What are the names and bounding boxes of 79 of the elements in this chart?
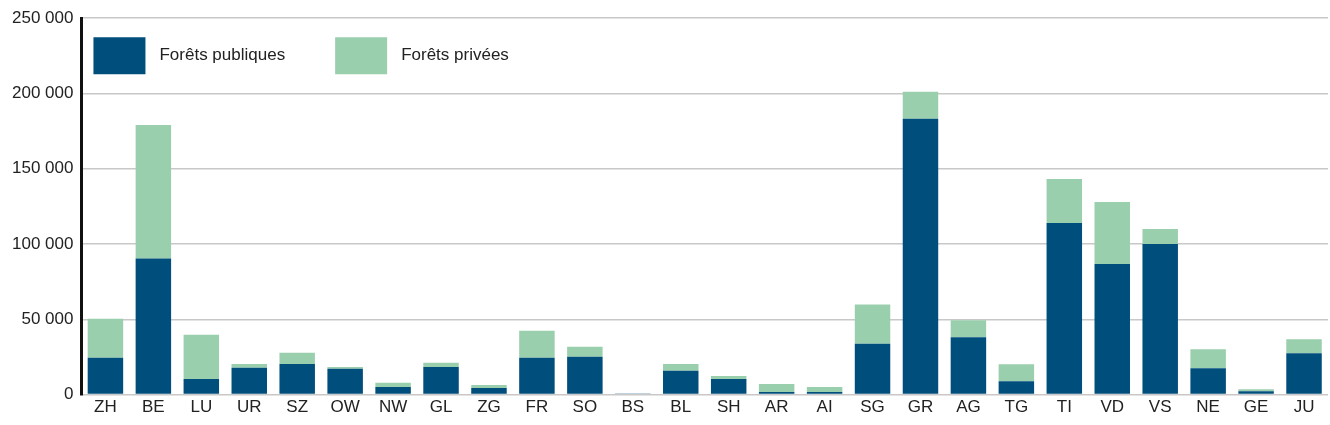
bar	[87, 357, 124, 394]
x-tick-label: OW	[330, 397, 360, 417]
bar	[1046, 179, 1083, 223]
bar	[423, 366, 459, 394]
bar	[902, 118, 939, 394]
bar	[183, 378, 220, 394]
x-tick-label: SO	[572, 397, 598, 417]
bar	[375, 382, 411, 387]
bar	[279, 363, 315, 394]
x-tick-label: VS	[1148, 397, 1172, 417]
bar	[1046, 222, 1083, 394]
bar	[327, 368, 363, 394]
x-tick-label: BS	[621, 397, 645, 417]
x-tick-label: ZG	[477, 397, 501, 417]
bar	[423, 362, 459, 367]
bar	[471, 387, 507, 394]
x-tick-label: JU	[1293, 397, 1315, 417]
y-tick-label: 250 000	[12, 7, 74, 27]
bar	[854, 304, 891, 344]
bar	[519, 330, 555, 358]
bar	[663, 363, 699, 371]
x-tick-label: GL	[429, 397, 453, 417]
legend-label: Forêts privées	[401, 45, 509, 65]
x-tick-label: NW	[378, 397, 408, 417]
x-tick-label: BE	[142, 397, 165, 417]
bar	[1190, 349, 1226, 369]
bar	[806, 386, 843, 392]
bar	[950, 337, 987, 394]
bar	[231, 363, 267, 368]
x-tick-label: UR	[236, 397, 262, 417]
bar	[1286, 339, 1322, 354]
bar	[1142, 244, 1178, 394]
bar	[1190, 368, 1226, 394]
bar	[710, 375, 747, 379]
x-tick-label: ZH	[94, 397, 117, 417]
bar	[183, 334, 220, 379]
bar	[950, 320, 987, 338]
y-tick-label: 150 000	[12, 158, 74, 178]
x-tick-label: SH	[716, 397, 741, 417]
x-tick-label: GE	[1243, 397, 1269, 417]
bar	[1142, 228, 1178, 245]
bar	[375, 386, 411, 394]
bar	[710, 378, 747, 394]
y-tick-label: 50 000	[21, 309, 74, 329]
bar	[998, 381, 1035, 394]
x-tick-label: GR	[907, 397, 934, 417]
y-tick-label: 100 000	[12, 233, 74, 253]
legend-label: Forêts publiques	[159, 45, 286, 65]
bar	[279, 352, 315, 364]
bar	[854, 343, 891, 394]
y-tick-label: 200 000	[12, 83, 74, 103]
x-tick-label: AG	[956, 397, 981, 417]
bar	[758, 383, 795, 392]
x-tick-label: TI	[1056, 397, 1072, 417]
bar	[471, 384, 507, 388]
bar	[135, 258, 172, 394]
bar	[663, 370, 699, 394]
bar	[1094, 202, 1130, 265]
bar	[902, 91, 939, 119]
x-tick-label: FR	[525, 397, 549, 417]
x-tick-label: LU	[190, 397, 213, 417]
x-tick-label: AR	[764, 397, 789, 417]
bar	[998, 364, 1035, 382]
x-tick-label: TG	[1004, 397, 1029, 417]
x-tick-label: SG	[860, 397, 885, 417]
x-tick-label: BL	[670, 397, 692, 417]
bar	[135, 125, 172, 259]
bar	[567, 346, 603, 357]
x-tick-label: AI	[816, 397, 833, 417]
y-tick-label: 0	[63, 384, 74, 404]
x-tick-label: VD	[1100, 397, 1125, 417]
bar	[567, 356, 603, 394]
bar	[519, 357, 555, 394]
x-tick-label: SZ	[286, 397, 309, 417]
bar	[87, 318, 124, 358]
bar	[231, 367, 267, 394]
bar	[1094, 264, 1130, 394]
x-tick-label: NE	[1196, 397, 1220, 417]
bar	[1286, 353, 1322, 394]
